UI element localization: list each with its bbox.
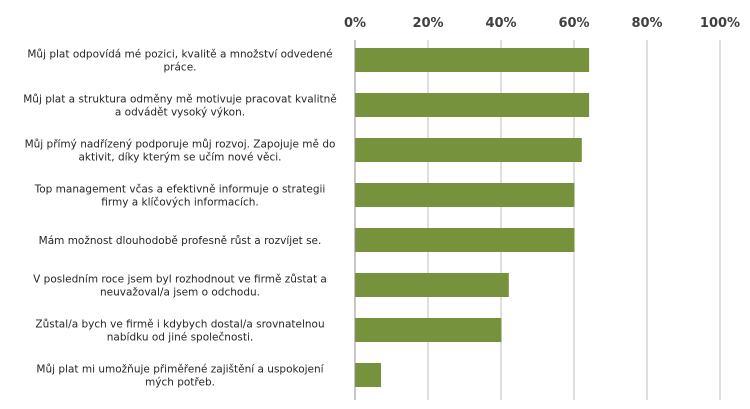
category-label-line: V posledním roce jsem byl rozhodnout ve … [33, 274, 327, 286]
category-label-line: práce. [164, 62, 197, 74]
x-axis-ticks: 0% 20% 40% 60% 80% 100% [344, 16, 740, 31]
x-tick-label: 20% [412, 16, 443, 31]
category-label-line: Můj plat a struktura odměny mě motivuje … [23, 94, 337, 106]
category-label-line: mých potřeb. [145, 377, 215, 389]
bar [355, 273, 509, 297]
category-label-line: neuvažoval/a jsem o odchodu. [100, 287, 260, 299]
category-label-line: Můj přímý nadřízený podporuje můj rozvoj… [25, 139, 336, 151]
x-tick-label: 100% [700, 16, 740, 31]
category-label: Můj plat a struktura odměny mě motivuje … [23, 94, 337, 119]
bar [355, 48, 590, 72]
category-label-line: Můj plat odpovídá mé pozici, kvalitě a m… [27, 49, 332, 61]
category-label-line: nabídku od jiné společnosti. [107, 332, 253, 344]
category-label-line: aktivit, díky kterým se učím nové věci. [78, 152, 281, 164]
category-label-line: Zůstal/a bych ve firmě i kdybych dostal/… [35, 319, 324, 331]
category-label: Mám možnost dlouhodobě profesně růst a r… [39, 235, 322, 247]
category-label: Zůstal/a bych ve firmě i kdybych dostal/… [35, 319, 324, 344]
bars [355, 48, 590, 387]
bar [355, 138, 582, 162]
category-label: Top management včas a efektivně informuj… [34, 184, 326, 209]
bar [355, 93, 590, 117]
x-tick-label: 0% [344, 16, 366, 31]
category-label-line: Top management včas a efektivně informuj… [34, 184, 326, 196]
bar [355, 183, 575, 207]
bar [355, 318, 502, 342]
category-label: V posledním roce jsem byl rozhodnout ve … [33, 274, 327, 299]
category-label-line: Můj plat mi umožňuje přiměřené zajištění… [36, 364, 324, 376]
bar [355, 228, 575, 252]
bar [355, 363, 382, 387]
category-label-line: firmy a klíčových informacích. [101, 197, 259, 209]
x-tick-label: 60% [558, 16, 589, 31]
category-label: Můj přímý nadřízený podporuje můj rozvoj… [25, 139, 336, 164]
category-label: Můj plat odpovídá mé pozici, kvalitě a m… [27, 49, 332, 74]
x-tick-label: 80% [631, 16, 662, 31]
category-label-line: a odvádět vysoký výkon. [115, 107, 245, 119]
category-label-line: Mám možnost dlouhodobě profesně růst a r… [39, 235, 322, 247]
category-label: Můj plat mi umožňuje přiměřené zajištění… [36, 364, 324, 389]
x-tick-label: 40% [485, 16, 516, 31]
category-labels: Můj plat odpovídá mé pozici, kvalitě a m… [23, 49, 337, 389]
